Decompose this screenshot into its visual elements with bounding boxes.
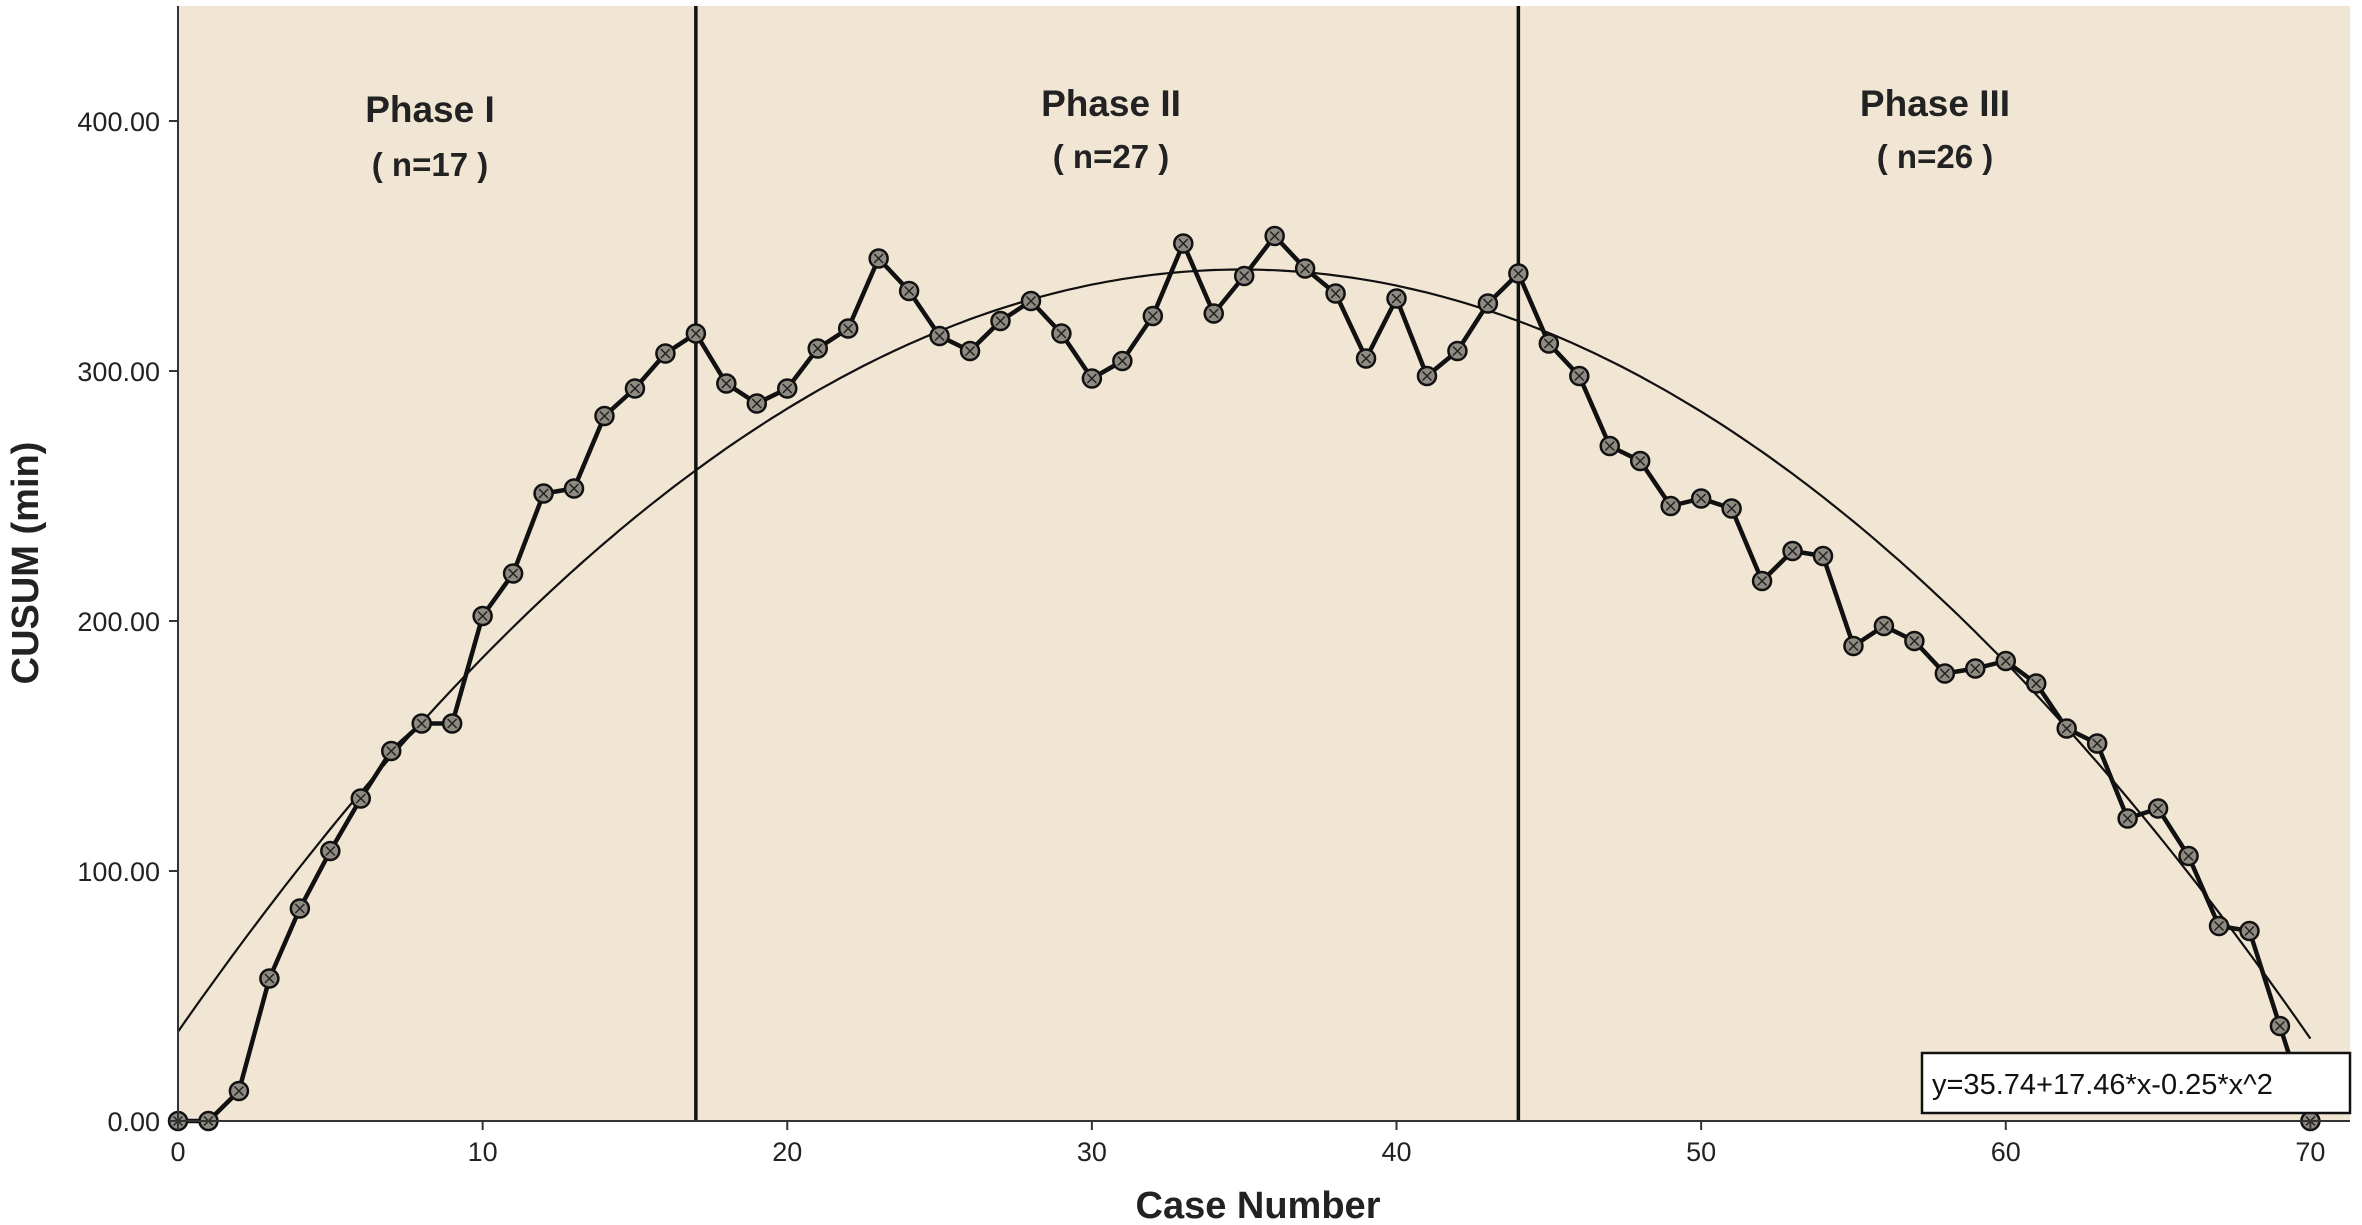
phase-3-title: Phase III bbox=[1860, 83, 2010, 124]
cusum-point bbox=[1173, 233, 1194, 254]
cusum-point bbox=[502, 563, 524, 584]
phase-2-title: Phase II bbox=[1041, 83, 1181, 124]
cusum-point bbox=[594, 405, 615, 427]
cusum-point bbox=[1142, 305, 1164, 327]
plot-background bbox=[178, 6, 2350, 1121]
cusum-point bbox=[1538, 333, 1560, 354]
x-tick-label: 70 bbox=[2295, 1137, 2325, 1167]
cusum-point bbox=[716, 373, 737, 394]
cusum-point bbox=[837, 318, 859, 339]
cusum-point bbox=[380, 740, 402, 762]
x-tick-label: 50 bbox=[1686, 1137, 1716, 1167]
cusum-point bbox=[746, 393, 768, 414]
phase-1-title: Phase I bbox=[365, 89, 495, 130]
x-tick-label: 0 bbox=[170, 1137, 185, 1167]
x-tick-label: 40 bbox=[1381, 1137, 1411, 1167]
cusum-point bbox=[1690, 488, 1712, 509]
y-tick-label: 0.00 bbox=[107, 1107, 160, 1137]
cusum-point bbox=[1477, 293, 1499, 314]
cusum-point bbox=[1843, 635, 1864, 657]
cusum-point bbox=[1416, 365, 1438, 387]
cusum-point bbox=[1995, 650, 2017, 672]
cusum-point bbox=[1203, 303, 1224, 324]
x-tick-label: 20 bbox=[772, 1137, 802, 1167]
cusum-point bbox=[1569, 365, 1590, 387]
cusum-point bbox=[563, 478, 585, 499]
x-tick-label: 10 bbox=[468, 1137, 498, 1167]
phase-boundaries bbox=[694, 6, 1521, 1121]
cusum-point bbox=[1294, 258, 1316, 279]
cusum-point bbox=[1904, 630, 1925, 652]
cusum-point bbox=[259, 968, 280, 989]
cusum-point bbox=[2025, 673, 2047, 694]
cusum-point bbox=[289, 898, 311, 919]
y-axis-title: CUSUM (min) bbox=[5, 442, 47, 685]
cusum-point bbox=[1721, 498, 1742, 519]
phase-2-count: ( n=27 ) bbox=[1053, 138, 1169, 175]
cusum-point bbox=[868, 248, 889, 269]
cusum-point bbox=[2239, 920, 2260, 942]
cusum-point bbox=[990, 310, 1011, 332]
cusum-point bbox=[228, 1080, 250, 1102]
cusum-series-layer bbox=[167, 225, 2321, 1132]
cusum-point bbox=[2056, 718, 2077, 739]
cusum-point bbox=[1447, 340, 1468, 362]
axes: 0 10 20 30 40 50 60 70 0.00 100.00 200.00 300.00 400… bbox=[77, 6, 2350, 1167]
cusum-point bbox=[1782, 540, 1803, 562]
cusum-point bbox=[685, 323, 707, 344]
cusum-point bbox=[1629, 450, 1651, 472]
cusum-point bbox=[929, 325, 950, 347]
cusum-point bbox=[2269, 1015, 2291, 1037]
cusum-point bbox=[1264, 225, 1285, 247]
cusum-point bbox=[1812, 545, 1834, 567]
cusum-point bbox=[2208, 915, 2230, 937]
cusum-point bbox=[1233, 265, 1255, 287]
cusum-point bbox=[1355, 348, 1377, 369]
cusum-point bbox=[1020, 290, 1042, 312]
cusum-point bbox=[807, 338, 828, 359]
cusum-point bbox=[411, 713, 432, 734]
cusum-point bbox=[2147, 798, 2169, 819]
cusum-point bbox=[898, 280, 920, 302]
phase-3-count: ( n=26 ) bbox=[1877, 138, 1993, 175]
cusum-point bbox=[1081, 368, 1103, 389]
cusum-point bbox=[1325, 283, 1346, 304]
cusum-point bbox=[1934, 663, 1956, 684]
cusum-point bbox=[2178, 845, 2199, 867]
cusum-point bbox=[350, 788, 372, 809]
cusum-point bbox=[2117, 808, 2138, 829]
y-tick-label: 100.00 bbox=[77, 857, 160, 887]
phase-annotations: Phase I ( n=17 ) Phase II ( n=27 ) Phase… bbox=[365, 83, 2010, 183]
y-tick-label: 400.00 bbox=[77, 107, 160, 137]
fit-equation-box: y=35.74+17.46*x-0.25*x^2 bbox=[1920, 1051, 2352, 1115]
phase-1-count: ( n=17 ) bbox=[372, 146, 488, 183]
cusum-point bbox=[1051, 323, 1072, 344]
y-tick-label: 200.00 bbox=[77, 607, 160, 637]
cusum-point bbox=[655, 343, 676, 364]
cusum-point bbox=[959, 340, 981, 362]
cusum-point bbox=[1751, 570, 1773, 592]
y-tick-label: 300.00 bbox=[77, 357, 160, 387]
cusum-point bbox=[1873, 615, 1895, 637]
fit-equation-frame bbox=[1920, 1051, 2352, 1115]
x-axis-title: Case Number bbox=[1136, 1185, 1381, 1225]
cusum-point bbox=[1660, 495, 1681, 517]
x-tick-label: 30 bbox=[1077, 1137, 1107, 1167]
cusum-point bbox=[1112, 350, 1133, 372]
cusum-point bbox=[777, 378, 798, 399]
cusum-point bbox=[1599, 435, 1621, 457]
x-tick-label: 60 bbox=[1991, 1137, 2021, 1167]
cusum-point bbox=[320, 840, 341, 862]
fit-equation-text: y=35.74+17.46*x-0.25*x^2 bbox=[1932, 1069, 2273, 1101]
cusum-point bbox=[1508, 263, 1529, 284]
cusum-point bbox=[2086, 733, 2108, 754]
cusum-point bbox=[441, 713, 463, 734]
cusum-point bbox=[1965, 658, 1986, 679]
cusum-point bbox=[533, 483, 554, 504]
cusum-point bbox=[1386, 288, 1407, 309]
cusum-point bbox=[624, 378, 646, 399]
cusum-point bbox=[472, 605, 493, 627]
